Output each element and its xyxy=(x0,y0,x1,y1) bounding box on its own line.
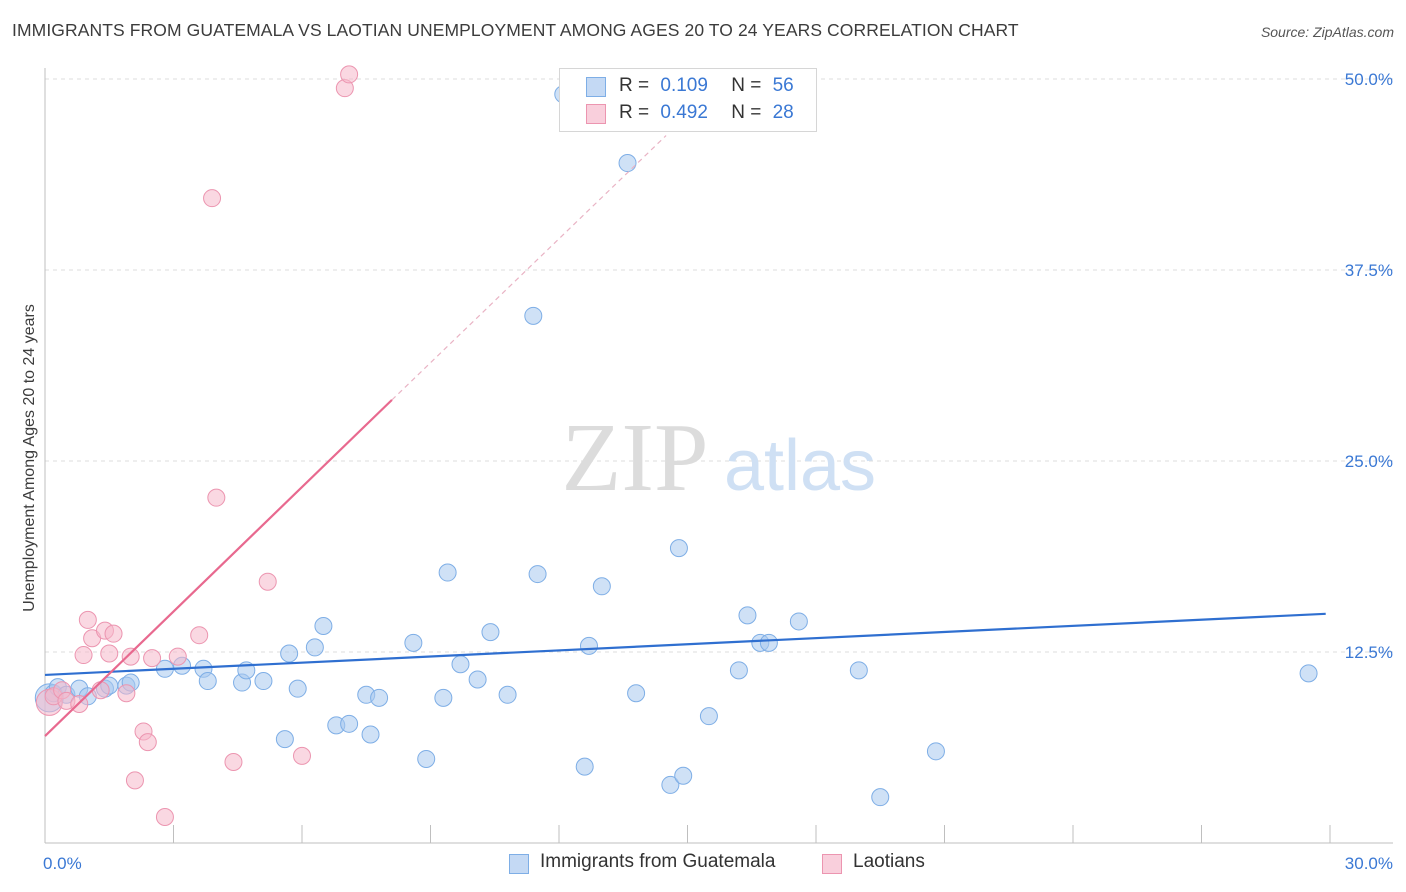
point-laotians xyxy=(104,624,123,643)
x-tick-label-min: 0.0% xyxy=(43,854,82,873)
y-tick-label: 12.5% xyxy=(1345,643,1393,662)
point-laotians xyxy=(138,733,157,752)
y-tick-label: 25.0% xyxy=(1345,452,1393,471)
bottom-legend-swatch-blue xyxy=(509,854,529,874)
point-guatemala xyxy=(305,638,324,657)
point-laotians xyxy=(203,189,222,208)
point-guatemala xyxy=(528,565,547,584)
point-guatemala xyxy=(661,775,680,794)
point-guatemala xyxy=(849,661,868,680)
point-laotians xyxy=(125,771,144,790)
legend-r-label: R = xyxy=(619,102,650,123)
point-guatemala xyxy=(618,154,637,173)
y-tick-label: 50.0% xyxy=(1345,70,1393,89)
point-guatemala xyxy=(198,672,217,691)
watermark-zip: ZIP xyxy=(562,404,709,512)
point-laotians xyxy=(117,684,136,703)
point-guatemala xyxy=(871,788,890,807)
point-guatemala xyxy=(729,661,748,680)
point-laotians xyxy=(74,646,93,665)
trend-line-laotians xyxy=(44,399,393,737)
chart-title: IMMIGRANTS FROM GUATEMALA VS LAOTIAN UNE… xyxy=(12,20,1019,40)
axes xyxy=(44,68,1393,844)
correlation-legend: R = 0.109 N = 56 R = 0.492 N = 28 xyxy=(559,68,817,132)
legend-n-label: N = xyxy=(731,75,762,96)
point-laotians xyxy=(91,681,110,700)
point-laotians xyxy=(207,488,226,507)
legend-swatch-blue xyxy=(586,77,606,97)
point-guatemala xyxy=(451,655,470,674)
point-guatemala xyxy=(280,644,299,663)
point-guatemala xyxy=(789,612,808,631)
point-guatemala xyxy=(1299,664,1318,683)
point-guatemala xyxy=(592,577,611,596)
point-guatemala xyxy=(468,670,487,689)
point-guatemala xyxy=(759,633,778,652)
point-guatemala xyxy=(340,714,359,733)
legend-n-value: 56 xyxy=(772,75,794,96)
point-laotians xyxy=(155,808,174,827)
point-laotians xyxy=(293,746,311,765)
y-tick-label: 37.5% xyxy=(1345,261,1393,280)
legend-swatch-pink xyxy=(586,104,606,124)
x-tick-label-max: 30.0% xyxy=(1345,854,1393,873)
source-credit: Source: ZipAtlas.com xyxy=(1260,24,1394,40)
point-guatemala xyxy=(699,707,718,726)
point-laotians xyxy=(100,644,119,663)
point-guatemala xyxy=(627,684,646,703)
bottom-legend-swatch-pink xyxy=(822,854,842,874)
y-axis-label: Unemployment Among Ages 20 to 24 years xyxy=(21,304,38,612)
point-laotians xyxy=(143,649,162,668)
point-guatemala xyxy=(361,725,380,744)
point-laotians xyxy=(224,753,243,772)
point-laotians xyxy=(258,572,277,591)
legend-r-value: 0.109 xyxy=(660,75,708,96)
point-guatemala xyxy=(438,563,457,582)
point-guatemala xyxy=(404,633,423,652)
trend-lines xyxy=(44,135,1326,737)
point-guatemala xyxy=(417,749,436,768)
point-guatemala xyxy=(481,623,500,642)
point-laotians xyxy=(168,647,187,666)
watermark-atlas: atlas xyxy=(724,426,876,506)
point-guatemala xyxy=(738,606,757,625)
point-guatemala xyxy=(314,617,333,636)
point-guatemala xyxy=(498,685,517,704)
data-points xyxy=(34,65,1318,827)
watermark: ZIP atlas xyxy=(562,404,877,512)
point-laotians xyxy=(340,65,359,84)
point-guatemala xyxy=(370,688,389,707)
point-guatemala xyxy=(288,679,307,698)
legend-r-label: R = xyxy=(619,75,650,96)
bottom-legend-label: Immigrants from Guatemala xyxy=(540,851,776,872)
point-guatemala xyxy=(674,766,693,785)
bottom-legend-label: Laotians xyxy=(853,851,925,872)
trend-line-guatemala xyxy=(44,612,1326,677)
point-guatemala xyxy=(254,672,273,691)
point-guatemala xyxy=(575,757,594,776)
legend-n-value: 28 xyxy=(772,102,794,123)
point-guatemala xyxy=(524,306,543,325)
legend-r-value: 0.492 xyxy=(660,102,708,123)
point-guatemala xyxy=(579,636,598,655)
point-laotians xyxy=(78,610,97,629)
trend-line-laotians-extension xyxy=(391,135,667,401)
tick-labels: 12.5% 25.0% 37.5% 50.0% 0.0% 30.0% xyxy=(43,70,1393,873)
point-guatemala xyxy=(275,730,294,749)
point-guatemala xyxy=(669,539,688,558)
point-guatemala xyxy=(434,688,453,707)
point-laotians xyxy=(121,647,140,666)
gridlines xyxy=(45,78,1393,653)
point-guatemala xyxy=(926,742,945,761)
point-laotians xyxy=(190,626,209,645)
legend-n-label: N = xyxy=(731,102,762,123)
